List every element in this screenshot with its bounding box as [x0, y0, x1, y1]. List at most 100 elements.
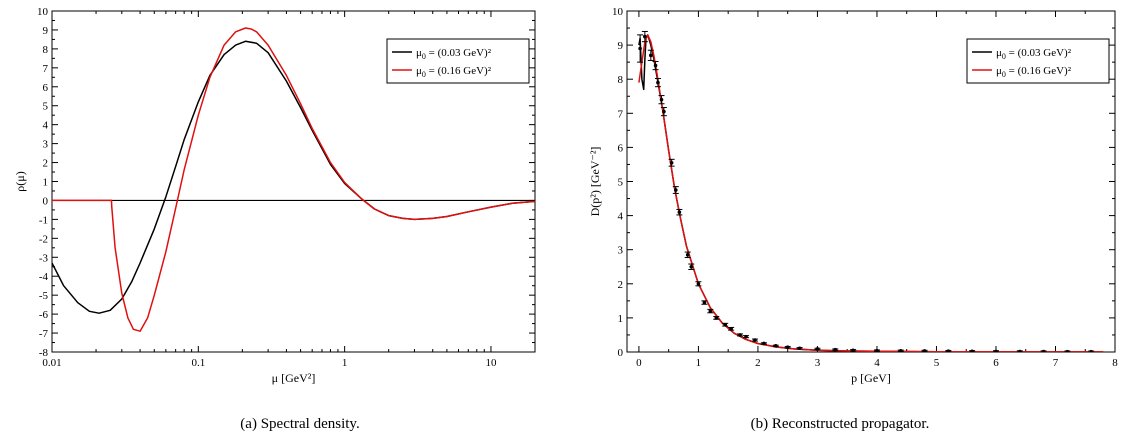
- a-plot-area: [52, 27, 535, 332]
- b-ytick-label: 1: [618, 313, 624, 325]
- a-ytick-label: -8: [39, 347, 49, 359]
- b-ytick-label: 2: [618, 279, 624, 291]
- b-legend-label: μ0 = (0.03 GeV)²: [996, 47, 1072, 61]
- b-legend-box: [966, 38, 1110, 84]
- b-xlabel: p [GeV]: [851, 371, 891, 385]
- b-data-point: [643, 34, 647, 39]
- b-ytick-label: 10: [612, 6, 624, 18]
- b-data-point: [659, 97, 664, 102]
- b-data-point: [785, 345, 790, 350]
- a-xtick-label: 10: [485, 357, 497, 369]
- b-xtick-label: 3: [815, 357, 821, 369]
- b-data-point: [656, 80, 660, 85]
- a-ytick-label: 1: [43, 177, 49, 189]
- a-ytick-label: 0: [43, 195, 49, 207]
- b-ytick-label: 8: [618, 74, 624, 86]
- a-xtick-label: 0.01: [42, 357, 61, 369]
- caption-b: (b) Reconstructed propagator.: [750, 416, 930, 432]
- a-ytick-label: -1: [39, 214, 48, 226]
- b-data-point: [1017, 349, 1022, 352]
- b-xtick-label: 0: [636, 357, 642, 369]
- a-legend-label: μ0 = (0.03 GeV)²: [416, 47, 492, 61]
- b-ytick-label: 3: [618, 245, 624, 257]
- b-data-point: [738, 333, 742, 337]
- b-data-point: [677, 210, 682, 214]
- b-data-point: [994, 349, 998, 352]
- b-xtick-label: 1: [696, 357, 702, 369]
- b-xtick-label: 2: [755, 357, 761, 369]
- a-ytick-label: 5: [43, 101, 49, 113]
- b-data-point: [833, 347, 838, 352]
- caption-a: (a) Spectral density.: [240, 416, 360, 432]
- b-data-point: [723, 322, 727, 327]
- b-data-point: [638, 46, 642, 51]
- b-xtick-label: 4: [874, 357, 880, 369]
- b-xtick-label: 7: [1053, 357, 1059, 369]
- b-data-point: [669, 160, 674, 165]
- a-ytick-label: -3: [39, 252, 49, 264]
- b-data-point: [653, 63, 658, 68]
- a-series-line-1: [52, 27, 535, 332]
- b-data-point: [797, 346, 802, 351]
- b-data-point: [729, 327, 733, 331]
- b-data-point: [714, 316, 719, 320]
- a-ytick-label: 7: [43, 63, 49, 75]
- a-legend-label: μ0 = (0.16 GeV)²: [416, 65, 492, 79]
- a-ytick-label: 8: [43, 44, 49, 56]
- b-data-point: [685, 253, 690, 257]
- a-ytick-label: 9: [43, 25, 49, 37]
- b-data-point: [970, 349, 974, 352]
- b-ytick-label: 6: [618, 142, 624, 154]
- b-ytick-label: 5: [618, 177, 624, 189]
- b-data-point: [689, 264, 694, 269]
- a-ytick-label: 10: [37, 6, 49, 18]
- a-xtick-label: 0.1: [191, 357, 205, 369]
- b-ytick-label: 4: [618, 211, 624, 223]
- b-ytick-label: 9: [618, 40, 624, 52]
- b-legend-label: μ0 = (0.16 GeV)²: [996, 65, 1072, 79]
- b-data-point: [922, 349, 927, 352]
- b-data-point: [946, 349, 951, 352]
- a-ytick-label: -6: [39, 309, 49, 321]
- a-ytick-label: -4: [39, 271, 49, 283]
- chart-spectral-density: -8 -7 -6 -5 -4 -3 -2 -1 0 1 2 3 4 5 6 7 8 9 10 0.01 0.1 1 10 μ …: [13, 6, 536, 385]
- b-data-point: [1065, 349, 1070, 352]
- b-data-point: [649, 53, 653, 58]
- b-ytick-label: 7: [618, 108, 624, 120]
- b-data-point: [773, 344, 778, 348]
- b-series-line-1: [638, 34, 1104, 352]
- b-data-point: [762, 341, 766, 346]
- b-data-point: [875, 348, 879, 352]
- b-data-point: [744, 334, 748, 339]
- b-ytick-label: 0: [618, 347, 624, 359]
- a-ytick-label: 3: [43, 139, 49, 151]
- a-ytick-label: -2: [39, 233, 48, 245]
- b-data-point: [753, 338, 757, 342]
- a-ylabel: ρ(μ): [13, 171, 27, 191]
- b-data-point: [851, 348, 855, 352]
- b-data-point: [696, 282, 701, 286]
- a-legend-box: [386, 38, 530, 84]
- b-data-point: [1041, 349, 1046, 352]
- a-ytick-label: 2: [43, 158, 49, 170]
- b-data-point: [815, 347, 820, 351]
- a-ytick-label: -5: [39, 290, 49, 302]
- b-data-point: [674, 188, 678, 192]
- a-ytick-label: 4: [43, 120, 49, 132]
- a-ytick-label: 6: [43, 82, 49, 94]
- b-data-point: [662, 109, 666, 114]
- b-xtick-label: 8: [1112, 357, 1118, 369]
- b-xtick-label: 6: [993, 357, 999, 369]
- b-data-point: [708, 309, 713, 313]
- a-xtick-label: 1: [342, 357, 348, 369]
- b-data-point: [1089, 349, 1093, 352]
- b-data-point: [898, 349, 903, 352]
- b-data-point: [702, 300, 707, 305]
- chart-reconstructed-propagator: 0 1 2 3 4 5 6 7 8 9 10 0 1 2 3 4 5 6 7 8 p [GeV] D(p²) [GeV⁻²…: [588, 6, 1118, 385]
- b-ylabel: D(p²) [GeV⁻²]: [588, 147, 602, 217]
- b-plot-area: [637, 30, 1104, 352]
- a-ytick-label: -7: [39, 328, 49, 340]
- a-xlabel: μ [GeV²]: [272, 371, 316, 385]
- b-xtick-label: 5: [934, 357, 940, 369]
